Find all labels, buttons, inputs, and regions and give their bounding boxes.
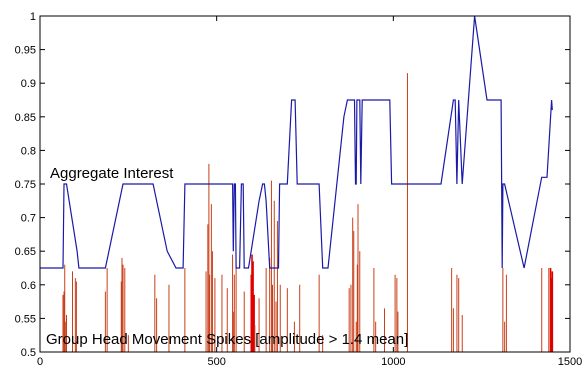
head-movement-spikes-label: Group Head Movement Spikes [amplitude > …: [46, 331, 408, 348]
x-tick-label: 0: [37, 356, 43, 368]
y-tick-label: 0.6: [21, 280, 36, 292]
x-tick-label: 1500: [558, 356, 582, 368]
y-tick-label: 0.7: [21, 213, 36, 225]
y-tick-label: 0.75: [15, 179, 36, 191]
x-tick-label: 1000: [381, 356, 405, 368]
aggregate-interest-line: [40, 15, 553, 269]
y-tick-label: 0.85: [15, 112, 36, 124]
y-tick-label: 0.55: [15, 313, 36, 325]
y-tick-label: 0.9: [21, 78, 36, 90]
aggregate-interest-label: Aggregate Interest: [50, 165, 174, 182]
y-tick-label: 0.65: [15, 246, 36, 258]
y-tick-label: 0.5: [21, 347, 36, 359]
y-tick-label: 0.95: [15, 45, 36, 57]
y-tick-label: 0.8: [21, 145, 36, 157]
y-tick-label: 1: [30, 11, 36, 23]
x-tick-label: 500: [207, 356, 225, 368]
spike-stems: [62, 73, 554, 352]
axis-ticks: 0.5 0.55 0.6 0.65 0.7 0.75 0.8 0.85 0.9 0.95 1 0 500…: [15, 11, 583, 368]
